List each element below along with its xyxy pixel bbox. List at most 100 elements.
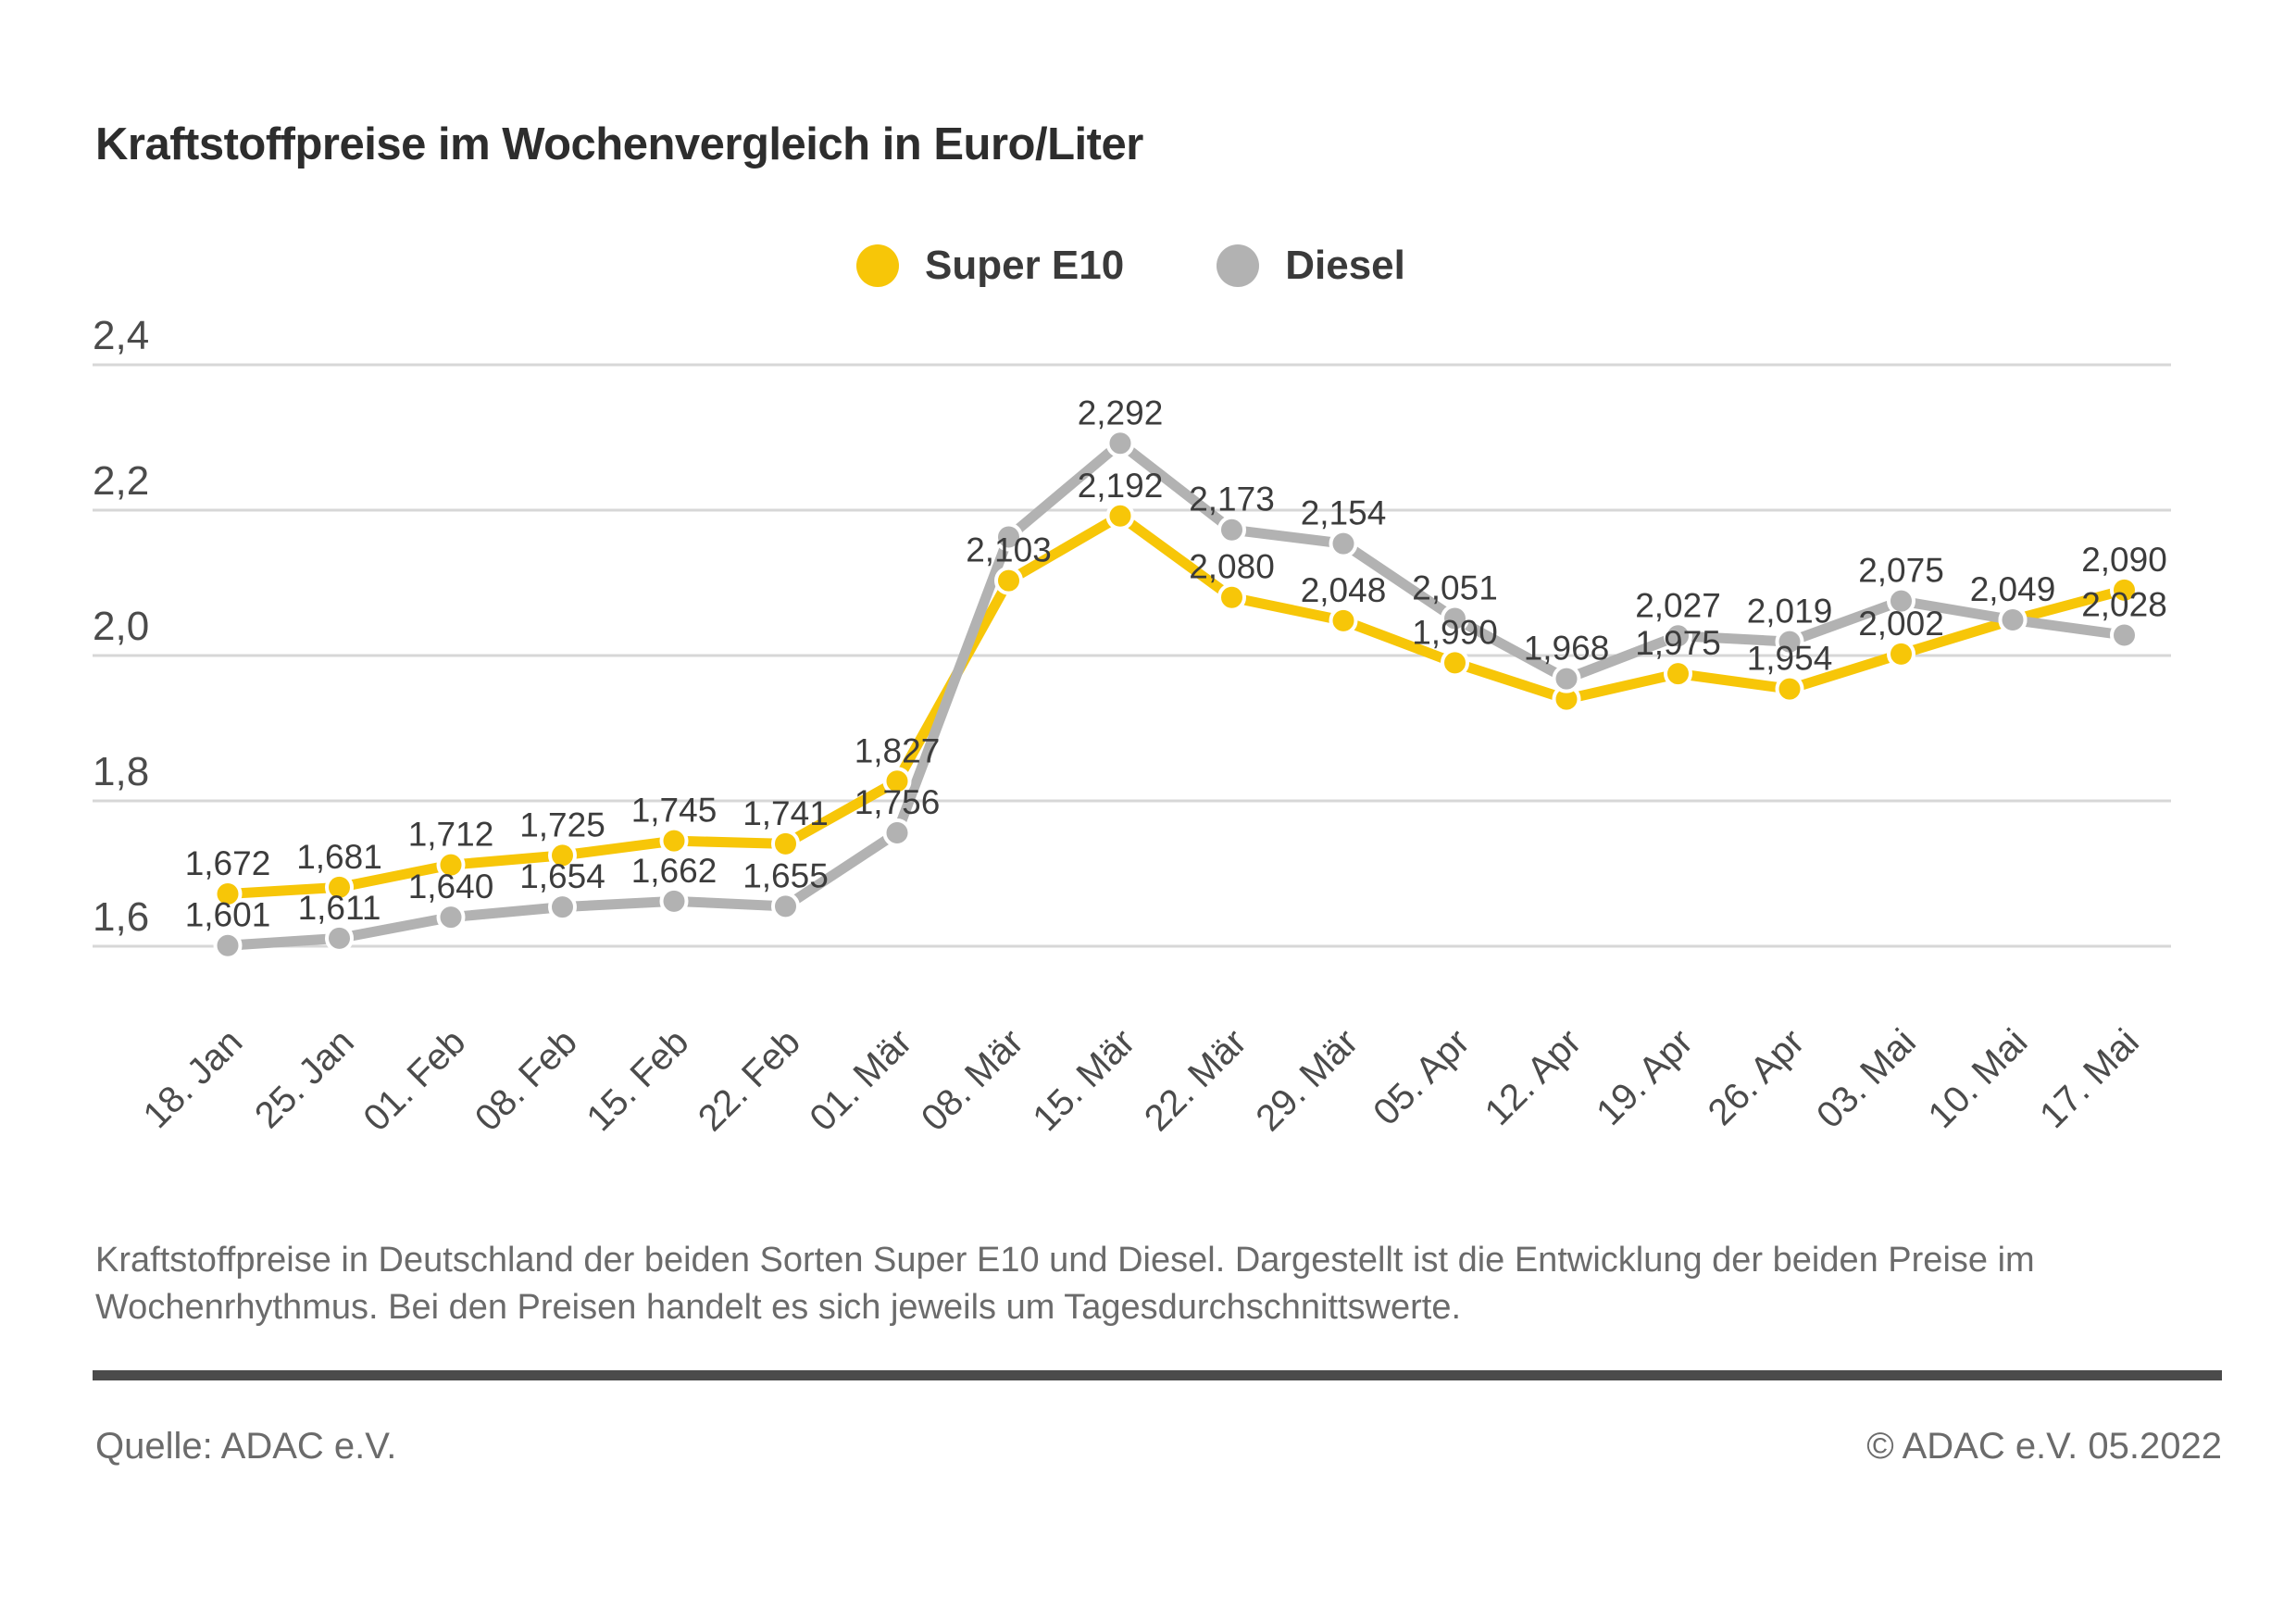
value-label: 2,027 bbox=[1635, 586, 1721, 624]
value-label: 1,745 bbox=[631, 792, 718, 830]
value-label: 2,154 bbox=[1301, 494, 1387, 532]
x-tick-label: 25. Jan bbox=[247, 1021, 362, 1136]
data-point-super-e10 bbox=[1441, 648, 1469, 678]
x-tick-label: 01. Mär bbox=[802, 1021, 919, 1139]
x-tick-label: 08. Mär bbox=[914, 1021, 1031, 1139]
value-label: 2,028 bbox=[2081, 586, 2167, 624]
x-tick-label: 22. Mär bbox=[1137, 1021, 1254, 1139]
data-point-super-e10 bbox=[659, 826, 689, 855]
data-point-super-e10 bbox=[213, 879, 243, 908]
value-label: 2,173 bbox=[1189, 481, 1275, 518]
data-point-diesel bbox=[1441, 604, 1469, 633]
value-label: 2,192 bbox=[1078, 467, 1164, 505]
value-label: 2,075 bbox=[1858, 552, 1944, 590]
x-tick-label: 01. Feb bbox=[356, 1021, 473, 1139]
data-point-super-e10 bbox=[548, 841, 577, 870]
data-point-diesel bbox=[1998, 606, 2028, 635]
data-point-super-e10 bbox=[2110, 575, 2139, 605]
data-point-super-e10 bbox=[1664, 659, 1692, 689]
x-tick-label: 15. Mär bbox=[1025, 1021, 1142, 1139]
chart-caption: Kraftstoffpreise in Deutschland der beid… bbox=[95, 1241, 2035, 1327]
legend-item-diesel: Diesel bbox=[1217, 243, 1405, 289]
legend-dot-diesel-icon bbox=[1217, 244, 1260, 287]
data-point-diesel bbox=[1217, 515, 1246, 544]
value-label: 2,292 bbox=[1078, 393, 1164, 431]
value-label: 1,725 bbox=[519, 806, 605, 843]
y-tick-label: 2,0 bbox=[93, 604, 149, 649]
value-label: 2,002 bbox=[1858, 605, 1944, 643]
value-label: 1,968 bbox=[1524, 630, 1610, 668]
data-point-diesel bbox=[1552, 664, 1581, 693]
value-label: 1,672 bbox=[185, 844, 271, 882]
data-point-diesel bbox=[436, 903, 466, 932]
x-tick-label: 12. Apr bbox=[1478, 1021, 1590, 1133]
value-label: 1,975 bbox=[1635, 624, 1721, 662]
data-point-diesel bbox=[1329, 529, 1358, 558]
legend-label-diesel: Diesel bbox=[1285, 243, 1405, 288]
data-point-diesel bbox=[1105, 429, 1135, 458]
data-point-diesel bbox=[994, 522, 1023, 552]
value-label: 1,640 bbox=[408, 868, 494, 905]
value-label: 2,048 bbox=[1301, 571, 1387, 609]
data-point-super-e10 bbox=[994, 566, 1023, 595]
data-point-diesel bbox=[659, 886, 689, 916]
data-point-super-e10 bbox=[1329, 606, 1358, 635]
x-tick-label: 10. Mai bbox=[1920, 1021, 2035, 1136]
value-label: 1,611 bbox=[298, 889, 381, 927]
y-tick-label: 2,2 bbox=[93, 458, 149, 504]
value-label: 1,601 bbox=[185, 896, 271, 934]
x-tick-label: 03. Mai bbox=[1809, 1021, 1924, 1136]
data-point-super-e10 bbox=[1775, 674, 1804, 704]
value-label: 1,741 bbox=[742, 794, 829, 832]
x-tick-label: 15. Feb bbox=[579, 1021, 696, 1139]
y-tick-label: 1,6 bbox=[93, 894, 149, 940]
value-label: 2,080 bbox=[1189, 548, 1275, 586]
value-label: 2,049 bbox=[1970, 570, 2056, 608]
legend-label-super-e10: Super E10 bbox=[925, 243, 1125, 288]
data-point-diesel bbox=[548, 893, 577, 922]
data-point-super-e10 bbox=[771, 829, 800, 858]
x-tick-label: 18. Jan bbox=[135, 1021, 250, 1136]
legend-dot-super-e10-icon bbox=[856, 244, 899, 287]
value-label: 1,990 bbox=[1412, 613, 1498, 651]
data-point-diesel bbox=[771, 892, 800, 921]
data-point-diesel bbox=[2110, 620, 2139, 650]
data-point-diesel bbox=[1664, 621, 1692, 651]
value-label: 1,655 bbox=[742, 856, 829, 894]
value-label: 1,756 bbox=[855, 783, 941, 821]
x-tick-label: 26. Apr bbox=[1701, 1021, 1813, 1133]
chart-legend: Super E10 Diesel bbox=[856, 243, 1405, 289]
value-label: 1,827 bbox=[855, 731, 941, 769]
copyright-note: © ADAC e.V. 05.2022 bbox=[1866, 1426, 2222, 1467]
data-point-super-e10 bbox=[882, 767, 912, 796]
x-tick-label: 22. Feb bbox=[691, 1021, 808, 1139]
data-point-super-e10 bbox=[325, 872, 354, 902]
x-tick-label: 08. Feb bbox=[468, 1021, 585, 1139]
data-point-super-e10 bbox=[1217, 582, 1246, 612]
series-line-diesel bbox=[227, 438, 2126, 951]
value-label: 1,681 bbox=[296, 838, 382, 876]
data-point-super-e10 bbox=[1105, 501, 1135, 531]
legend-item-super-e10: Super E10 bbox=[856, 243, 1124, 289]
value-label: 2,051 bbox=[1412, 568, 1498, 606]
value-label: 2,090 bbox=[2081, 541, 2167, 579]
value-label: 1,654 bbox=[519, 857, 605, 895]
y-tick-label: 2,4 bbox=[93, 313, 149, 358]
x-tick-label: 17. Mai bbox=[2032, 1021, 2147, 1136]
value-label: 2,019 bbox=[1747, 593, 1833, 631]
data-point-super-e10 bbox=[1887, 639, 1915, 668]
source-note: Quelle: ADAC e.V. bbox=[95, 1426, 397, 1467]
data-point-diesel bbox=[213, 930, 243, 960]
data-point-diesel bbox=[882, 818, 912, 848]
value-label: 1,954 bbox=[1747, 640, 1833, 678]
data-point-diesel bbox=[1887, 586, 1915, 616]
data-point-diesel bbox=[325, 923, 354, 953]
data-point-super-e10 bbox=[436, 850, 466, 880]
y-tick-label: 1,8 bbox=[93, 749, 149, 794]
value-label: 1,662 bbox=[631, 852, 718, 890]
x-tick-label: 19. Apr bbox=[1589, 1021, 1701, 1133]
data-point-diesel bbox=[1775, 627, 1804, 656]
value-label: 2,103 bbox=[966, 531, 1052, 569]
value-label: 1,712 bbox=[408, 816, 494, 854]
